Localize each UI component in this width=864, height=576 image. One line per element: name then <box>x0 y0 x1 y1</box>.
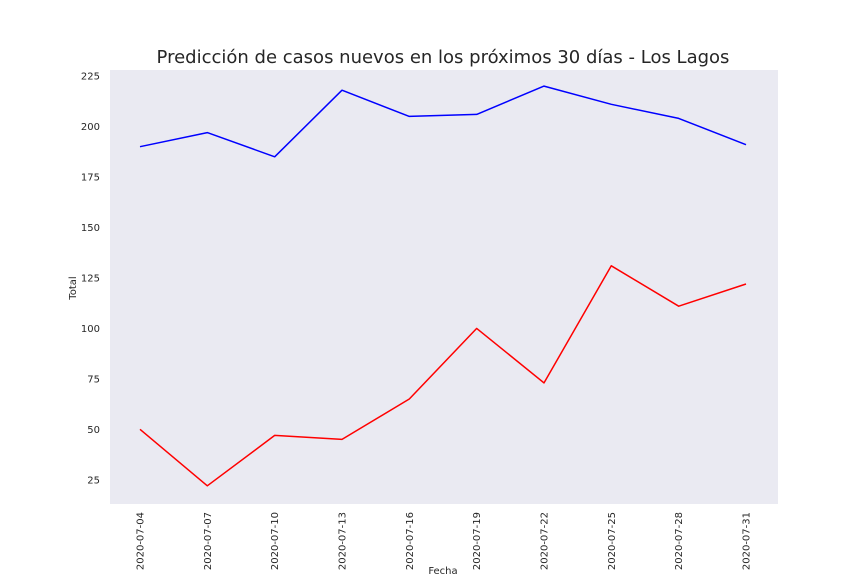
y-tick-label: 175 <box>81 172 100 183</box>
y-tick-label: 125 <box>81 273 100 284</box>
y-tick-label: 225 <box>81 72 100 83</box>
y-tick-label: 150 <box>81 223 100 234</box>
series-group <box>139 85 747 487</box>
x-axis-label: Fecha <box>428 566 457 576</box>
x-tick-label: 2020-07-22 <box>540 512 551 570</box>
x-tick-label: 2020-07-04 <box>136 512 147 570</box>
x-tick-label: 2020-07-31 <box>742 512 753 570</box>
x-tick-label: 2020-07-07 <box>203 512 214 570</box>
y-tick-label: 200 <box>81 122 100 133</box>
y-tick-label: 100 <box>81 324 100 335</box>
x-tick-label: 2020-07-19 <box>472 512 483 570</box>
x-tick-label: 2020-07-10 <box>270 512 281 570</box>
series-line-1 <box>139 265 747 487</box>
y-tick-label: 25 <box>87 475 100 486</box>
chart-title: Predicción de casos nuevos en los próxim… <box>157 47 730 68</box>
plot-area <box>110 70 778 504</box>
y-tick-label: 50 <box>87 425 100 436</box>
y-axis-label: Total <box>68 276 79 300</box>
y-axis-ticks: 25 50 75 100 125 150 175 200 225 <box>81 72 100 487</box>
x-axis-ticks: 2020-07-04 2020-07-07 2020-07-10 2020-07-13… <box>136 512 753 570</box>
series-line-0 <box>139 85 747 158</box>
x-tick-label: 2020-07-13 <box>338 512 349 570</box>
x-tick-label: 2020-07-28 <box>674 512 685 570</box>
y-tick-label: 75 <box>87 374 100 385</box>
x-tick-label: 2020-07-25 <box>607 512 618 570</box>
x-tick-label: 2020-07-16 <box>405 512 416 570</box>
